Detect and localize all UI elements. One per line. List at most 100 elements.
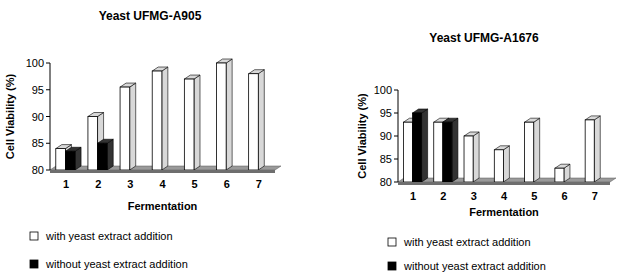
bar-top [525, 118, 540, 122]
bar-top [494, 146, 509, 150]
bar [494, 150, 503, 182]
bar [443, 122, 452, 182]
y-tick-label: 100 [374, 84, 392, 96]
y-tick-label: 95 [380, 107, 392, 119]
chart: 80 85 90 95 100 1 2 3 4 5 6 7 Yeast UFMG-A1676 Fermen… [356, 31, 616, 272]
title: Yeast UFMG-A1676 [429, 31, 539, 45]
x-axis-label: Fermentation [469, 206, 539, 218]
x-tick-label: 3 [471, 190, 477, 202]
y-tick [394, 90, 398, 91]
x-tick-label: 4 [159, 178, 166, 190]
y-tick [46, 143, 50, 144]
bar-side [473, 132, 479, 182]
bar-top [249, 70, 265, 74]
y-tick-label: 95 [32, 84, 44, 96]
x-tick-label: 2 [95, 178, 101, 190]
bar-side [130, 83, 136, 170]
bar-side [534, 118, 540, 182]
bar [434, 122, 443, 182]
bar-side [422, 109, 428, 182]
y-tick [394, 159, 398, 160]
bar [65, 151, 75, 170]
bar-side [594, 116, 600, 182]
bar-top [65, 147, 81, 151]
bar [525, 122, 534, 182]
bars [56, 59, 265, 170]
legend-swatch [30, 260, 38, 268]
x-tick-label: 7 [256, 178, 262, 190]
bar-top [217, 59, 233, 63]
bar-top [413, 109, 428, 113]
bar-top [464, 132, 479, 136]
legend-swatch [388, 238, 396, 246]
chart-canvas: 80 85 90 95 100 1 2 3 4 5 6 7 Yeast UFMG-A905 Ferment… [0, 0, 629, 280]
bar [585, 120, 594, 182]
y-tick [46, 170, 50, 171]
bar [88, 117, 98, 171]
y-axis-label: Cell Viability (%) [356, 93, 368, 179]
legend-label: without yeast extract addition [403, 260, 546, 272]
y-tick [394, 113, 398, 114]
x-tick-label: 4 [501, 190, 508, 202]
bar [184, 79, 194, 170]
bar-side [194, 75, 200, 170]
bar-top [555, 164, 570, 168]
legend-swatch [30, 232, 38, 240]
bar [98, 143, 108, 170]
bar-side [452, 118, 458, 182]
bar [152, 71, 162, 170]
bar-side [226, 59, 232, 170]
bar-top [585, 116, 600, 120]
x-tick-label: 3 [127, 178, 133, 190]
bar-side [107, 139, 113, 170]
bar-top [98, 139, 114, 143]
x-tick-label: 6 [224, 178, 230, 190]
bar [464, 136, 473, 182]
bar [413, 113, 422, 182]
bar-side [162, 67, 168, 170]
x-axis-label: Fermentation [128, 200, 198, 212]
y-tick-label: 80 [380, 176, 392, 188]
chart: 80 85 90 95 100 1 2 3 4 5 6 7 Yeast UFMG-A905 Ferment… [4, 9, 281, 270]
bar-top [184, 75, 200, 79]
bar-top [56, 145, 72, 149]
bar-top [152, 67, 168, 71]
y-tick-label: 100 [26, 57, 44, 69]
floor-edge [50, 170, 275, 173]
legend-label: without yeast extract addition [45, 258, 188, 270]
bar-side [503, 146, 509, 182]
y-tick-label: 90 [32, 111, 44, 123]
legend-label: with yeast extract addition [45, 230, 173, 242]
y-tick-label: 90 [380, 130, 392, 142]
legend-label: with yeast extract addition [403, 236, 531, 248]
y-tick-label: 80 [32, 164, 44, 176]
bar [555, 168, 564, 182]
bar [403, 122, 412, 182]
y-tick-label: 85 [32, 137, 44, 149]
x-tick-label: 7 [592, 190, 598, 202]
y-tick [394, 136, 398, 137]
x-tick-label: 1 [63, 178, 69, 190]
x-tick-label: 1 [410, 190, 416, 202]
bar [249, 74, 259, 170]
bar-top [443, 118, 458, 122]
y-tick [46, 63, 50, 64]
y-tick [394, 182, 398, 183]
y-axis-label: Cell Viability (%) [4, 73, 16, 159]
y-tick [46, 89, 50, 90]
bar-top [120, 83, 136, 87]
bar-top [88, 113, 104, 117]
floor-edge [398, 182, 610, 185]
bar [56, 149, 66, 170]
bar [120, 87, 130, 170]
bar-side [258, 70, 264, 170]
y-tick-label: 85 [380, 153, 392, 165]
x-tick-label: 2 [440, 190, 446, 202]
x-tick-label: 5 [531, 190, 537, 202]
x-tick-label: 5 [192, 178, 198, 190]
legend-swatch [388, 262, 396, 270]
x-tick-label: 6 [562, 190, 568, 202]
y-tick [46, 116, 50, 117]
title: Yeast UFMG-A905 [99, 9, 202, 23]
bar [217, 63, 227, 170]
